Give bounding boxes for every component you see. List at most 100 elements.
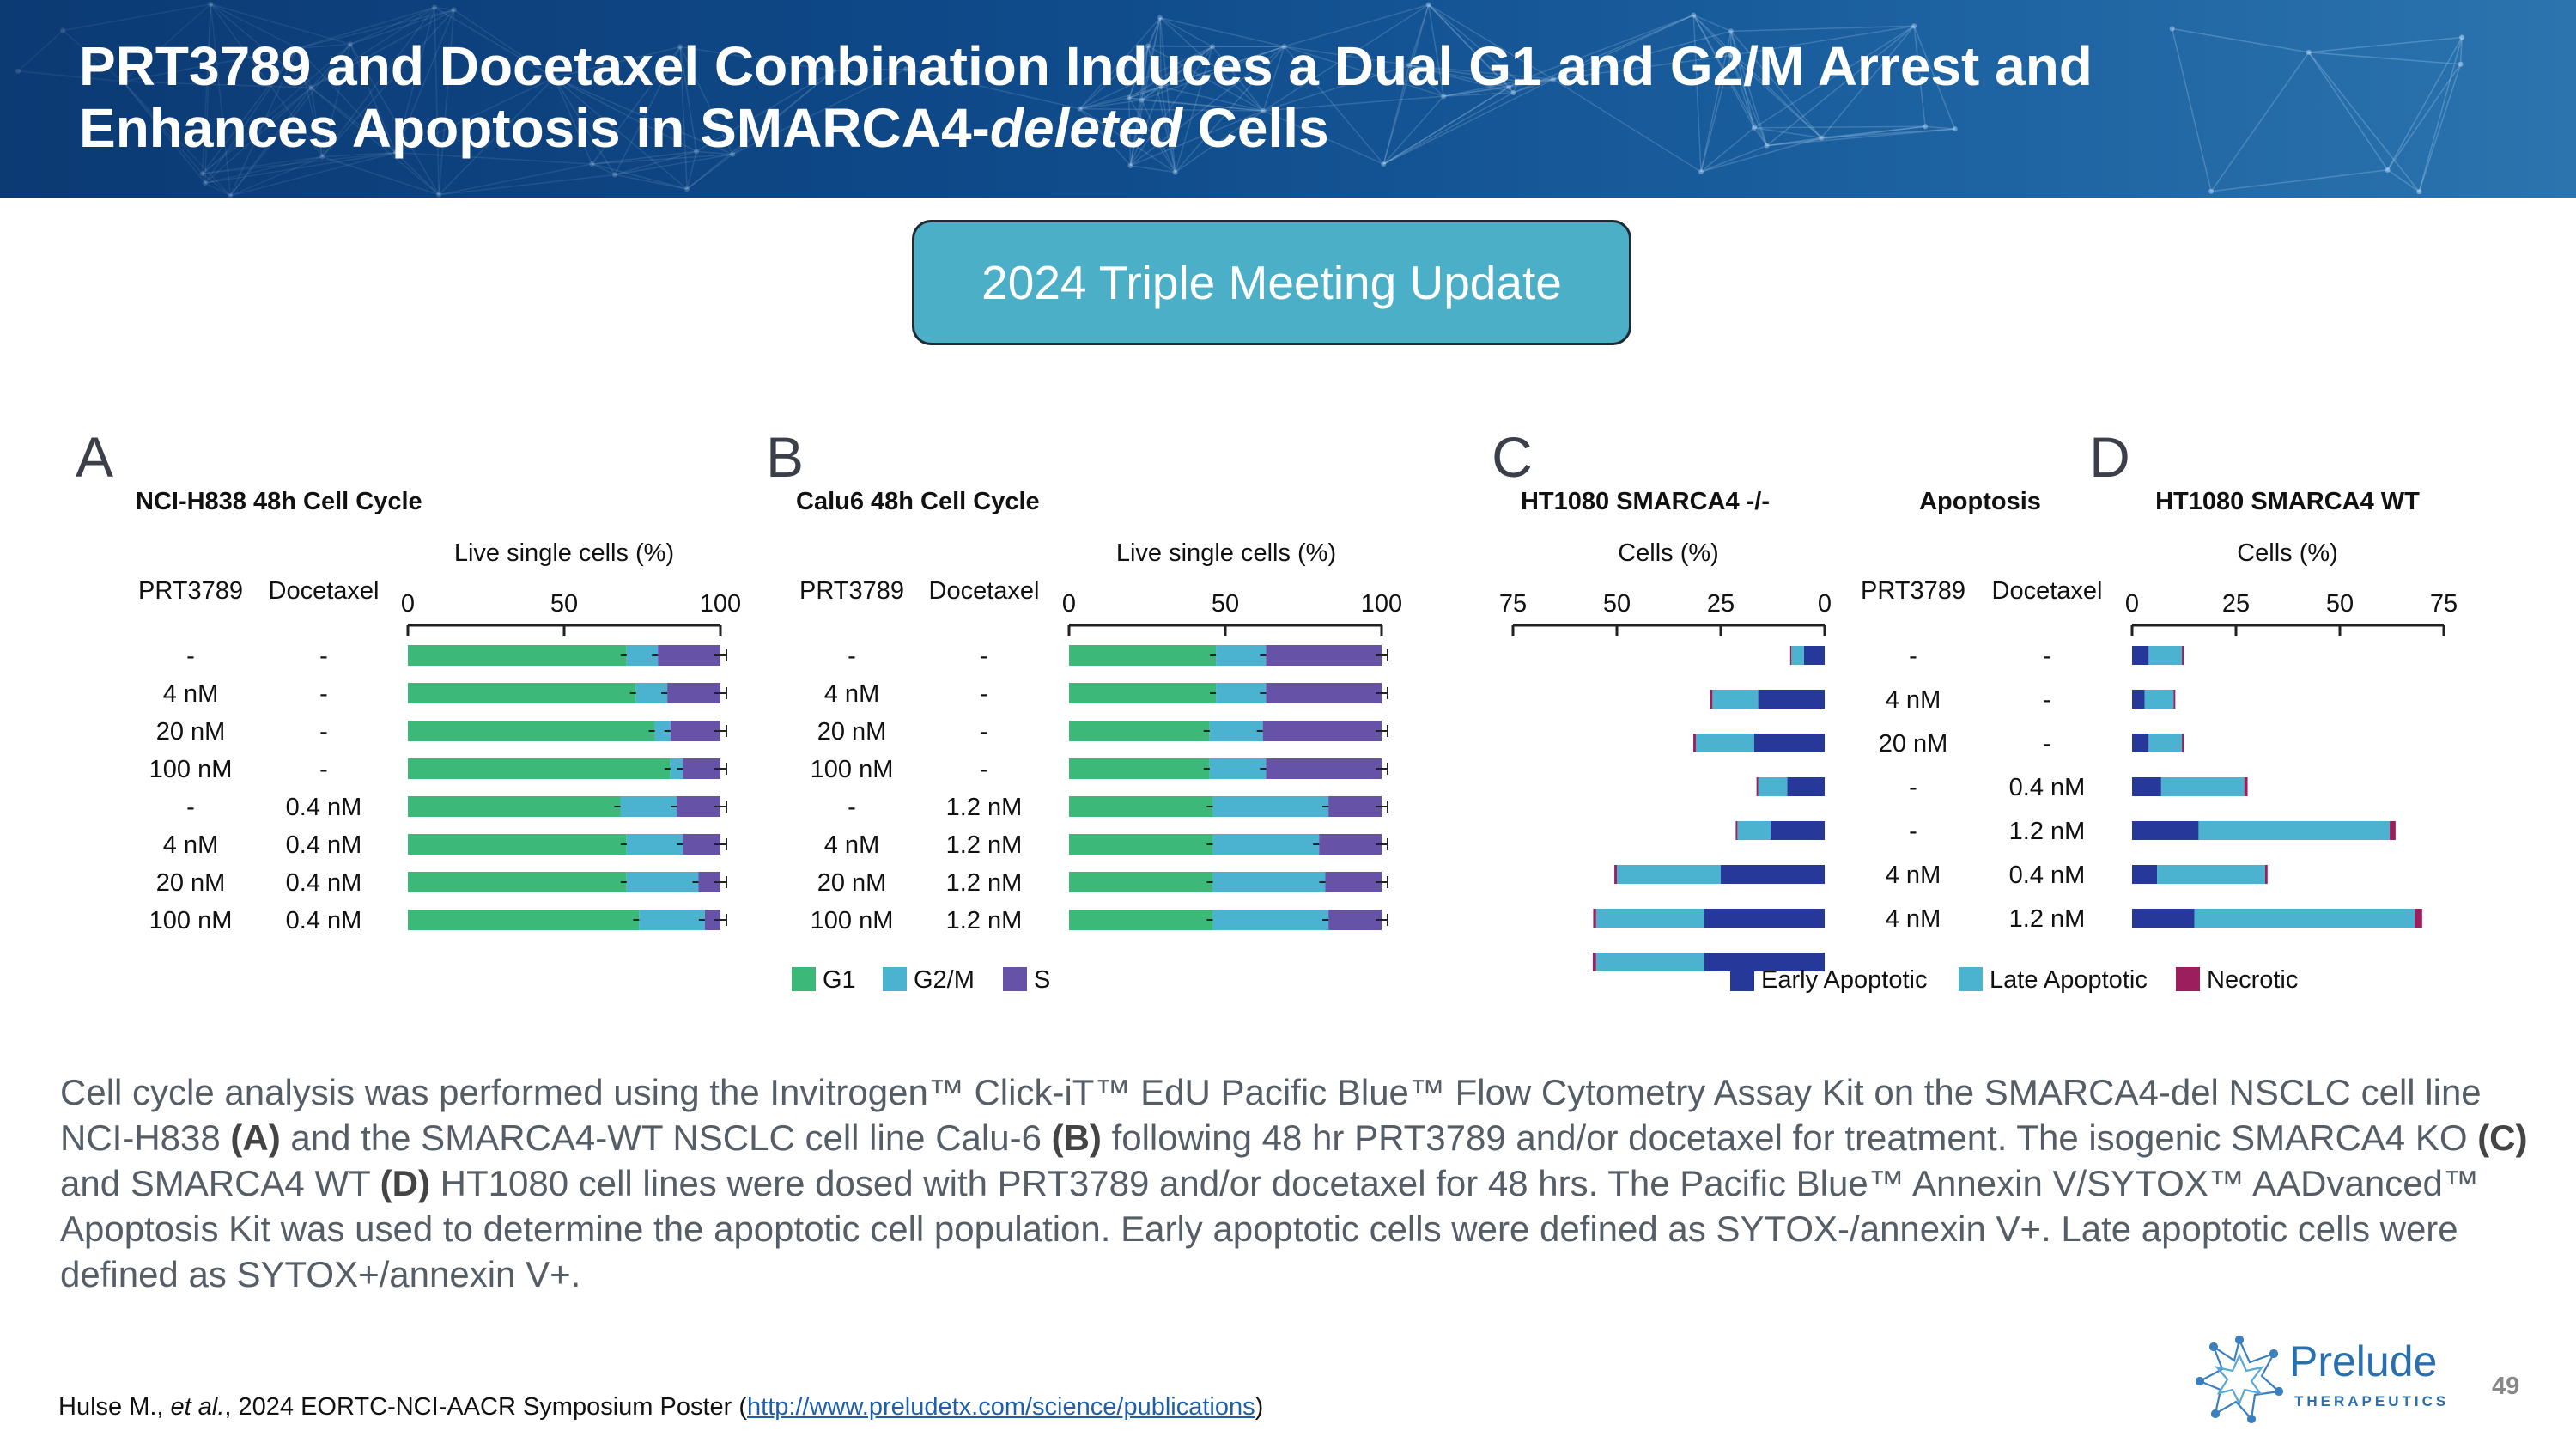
network-line bbox=[210, 3, 323, 157]
network-line bbox=[1730, 30, 1822, 138]
network-line bbox=[322, 152, 396, 158]
panel-c-tick-label-3: 0 bbox=[1818, 590, 1832, 618]
network-line bbox=[1692, 15, 1822, 139]
network-line bbox=[1079, 97, 1129, 110]
panel-a-row-doc-label-2: - bbox=[319, 718, 328, 746]
network-line bbox=[553, 76, 688, 190]
network-line bbox=[62, 29, 124, 82]
network-line bbox=[1513, 78, 1554, 94]
panel-c-bar-early-apoptotic-row-0 bbox=[1803, 646, 1825, 665]
network-line bbox=[453, 9, 555, 79]
network-line bbox=[1140, 46, 1149, 100]
header-banner: PRT3789 and Docetaxel Combination Induce… bbox=[0, 0, 2576, 198]
panel-b-letter: B bbox=[766, 425, 804, 489]
panel-b-bar-g2-m-row-2 bbox=[1209, 721, 1263, 741]
panel-a-bar-s-row-0 bbox=[658, 645, 720, 666]
network-line bbox=[202, 87, 312, 174]
legend-cell-cycle-swatch-0 bbox=[792, 967, 816, 991]
network-line bbox=[1079, 108, 1132, 167]
network-line bbox=[686, 70, 835, 190]
publications-link[interactable]: http://www.preludetx.com/science/publica… bbox=[747, 1393, 1255, 1421]
network-line bbox=[1263, 95, 1444, 112]
panel-d-row-doc-label-0: - bbox=[2043, 642, 2051, 670]
panel-c-bar-late-apoptotic-row-3 bbox=[1758, 777, 1788, 796]
network-line bbox=[210, 3, 298, 49]
panel-d-bar-late-apoptotic-row-5 bbox=[2157, 865, 2265, 884]
network-line bbox=[554, 76, 697, 152]
panel-b-bar-g2-m-row-6 bbox=[1212, 872, 1326, 892]
panel-d-col-docetaxel: Docetaxel bbox=[1992, 577, 2103, 605]
network-line bbox=[592, 163, 616, 176]
panel-b-bar-g2-m-row-1 bbox=[1216, 683, 1267, 703]
panel-a-bar-g2-m-row-6 bbox=[626, 872, 699, 892]
network-line bbox=[1409, 64, 1519, 82]
network-line bbox=[1130, 165, 1176, 174]
legend-apoptosis-swatch-2 bbox=[2176, 967, 2200, 991]
network-line bbox=[1160, 46, 1213, 88]
network-line bbox=[17, 29, 64, 72]
panel-d-tick-label-0: 0 bbox=[2125, 590, 2139, 618]
network-line bbox=[349, 44, 397, 154]
network-line bbox=[1428, 4, 1510, 88]
caption-text-3: following 48 hr PRT3789 and/or docetaxel… bbox=[1101, 1117, 2478, 1158]
network-node bbox=[1506, 84, 1512, 90]
figure-caption: Cell cycle analysis was performed using … bbox=[60, 1069, 2533, 1297]
network-background-graphic bbox=[15, 1, 2465, 198]
network-node bbox=[1406, 62, 1413, 68]
network-node bbox=[60, 27, 66, 33]
network-line bbox=[439, 163, 592, 196]
panel-d-bar-early-apoptotic-row-4 bbox=[2132, 821, 2199, 840]
panel-a-bar-g1-row-0 bbox=[408, 645, 627, 666]
network-node bbox=[1381, 161, 1387, 167]
network-line bbox=[122, 47, 298, 82]
network-node bbox=[1764, 143, 1770, 149]
panel-c-bar-late-apoptotic-row-4 bbox=[1737, 821, 1771, 840]
network-line bbox=[1408, 4, 1430, 66]
panel-a-bar-g2-m-row-4 bbox=[620, 796, 677, 817]
panel-b-row-prt-label-6: 20 nM bbox=[817, 869, 887, 897]
network-line bbox=[2308, 52, 2461, 65]
network-line bbox=[1175, 46, 1213, 173]
network-line bbox=[1284, 46, 1410, 66]
network-node bbox=[1516, 78, 1522, 84]
network-node bbox=[451, 7, 457, 13]
panel-d-bar-early-apoptotic-row-3 bbox=[2132, 777, 2161, 796]
network-line bbox=[696, 70, 835, 152]
network-line bbox=[1141, 46, 1285, 101]
panel-b-row-prt-label-5: 4 nM bbox=[824, 831, 879, 859]
panel-d-row-doc-label-2: - bbox=[2043, 730, 2051, 758]
network-node bbox=[2169, 26, 2175, 32]
network-line bbox=[1159, 17, 1162, 88]
panel-b-bar-s-row-5 bbox=[1319, 834, 1382, 855]
panel-b-error-bar-2-row-0 bbox=[1376, 649, 1388, 661]
panel-a-row-prt-label-1: 4 nM bbox=[163, 680, 218, 708]
panel-a-row-prt-label-5: 4 nM bbox=[163, 831, 218, 859]
panel-a-letter: A bbox=[76, 425, 113, 489]
logo-name: Prelude bbox=[2289, 1337, 2438, 1385]
network-line bbox=[686, 154, 733, 190]
panel-c-bar-late-apoptotic-row-1 bbox=[1712, 690, 1759, 709]
network-line bbox=[229, 87, 312, 197]
network-line bbox=[554, 76, 733, 155]
panel-a-col-docetaxel: Docetaxel bbox=[269, 577, 380, 605]
network-line bbox=[204, 47, 299, 184]
network-line bbox=[1821, 125, 1926, 139]
panel-c-bar-necrotic-row-5 bbox=[1614, 865, 1617, 884]
panel-a-bar-g1-row-6 bbox=[408, 872, 627, 892]
panel-a-error-bar-2-row-3 bbox=[714, 763, 727, 775]
panel-c-bar-early-apoptotic-row-2 bbox=[1753, 734, 1825, 752]
network-line bbox=[322, 155, 440, 196]
network-line bbox=[297, 6, 435, 49]
network-line bbox=[202, 155, 323, 174]
network-line bbox=[1766, 128, 1955, 147]
network-line bbox=[614, 46, 681, 175]
citation-close: ) bbox=[1255, 1393, 1264, 1421]
network-line bbox=[1729, 55, 1755, 129]
network-node bbox=[1126, 95, 1132, 101]
panel-a-error-bar-2-row-1 bbox=[714, 687, 727, 699]
network-line bbox=[1700, 137, 1822, 173]
network-node bbox=[1127, 162, 1133, 168]
panel-b-bar-g2-m-row-4 bbox=[1212, 796, 1329, 817]
network-line bbox=[1443, 80, 1519, 97]
network-node bbox=[295, 46, 301, 52]
